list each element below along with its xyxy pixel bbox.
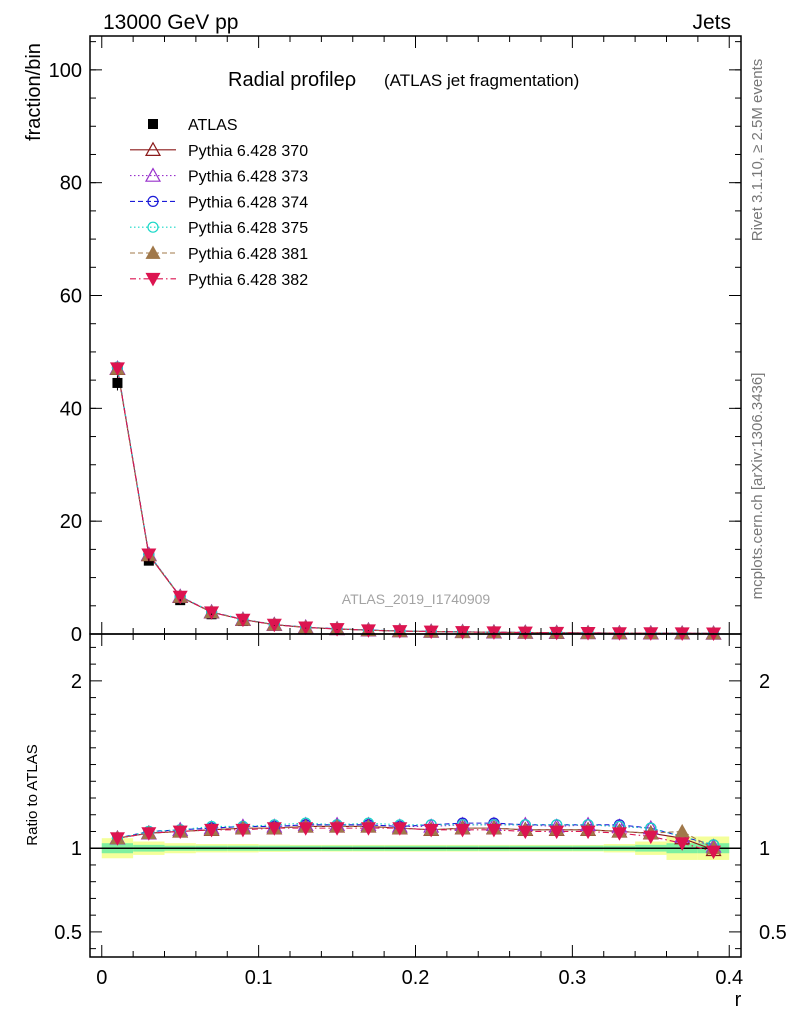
data-point-p382 [172, 825, 188, 840]
y-tick-label: 20 [60, 511, 82, 533]
ratio-y-axis-label: Ratio to ATLAS [24, 744, 41, 845]
data-point-p382 [266, 822, 282, 836]
data-point-p382 [423, 823, 439, 838]
legend-label-p374: Pythia 6.428 374 [188, 194, 308, 211]
data-point-p382 [235, 613, 251, 628]
data-point-p382 [706, 845, 722, 860]
data-point-p382 [172, 590, 188, 605]
legend-label-p375: Pythia 6.428 375 [188, 220, 308, 237]
y-tick-label: 0.5 [54, 922, 82, 944]
data-point-p382 [329, 822, 345, 836]
data-point-p382 [517, 825, 533, 840]
chart-title: Radial profileρ [228, 69, 356, 91]
ratio-plot-frame [89, 633, 742, 958]
y-tick-label-right: 2 [759, 671, 770, 693]
analysis-watermark: ATLAS_2019_I1740909 [342, 591, 491, 607]
x-tick-label: 0.2 [402, 967, 430, 989]
legend-marker-atlas [148, 119, 158, 129]
main-y-axis-label: fraction/bin [23, 43, 45, 141]
data-point-p382 [360, 822, 376, 836]
data-point-p382 [455, 626, 471, 640]
chart-subtitle: (ATLAS jet fragmentation) [384, 71, 579, 90]
data-point-p382 [580, 825, 596, 840]
data-point-p382 [298, 822, 314, 836]
data-point-p382 [611, 827, 627, 841]
data-point-p382 [517, 626, 533, 641]
rivet-version-label: Rivet 3.1.10, ≥ 2.5M events [749, 59, 766, 242]
legend-marker-p375 [147, 221, 159, 233]
legend-marker-p381 [145, 245, 161, 259]
data-point-p382 [643, 830, 659, 845]
data-point-p382 [204, 823, 220, 838]
legend-label-p381: Pythia 6.428 381 [188, 246, 308, 263]
data-point-p382 [549, 825, 565, 840]
y-tick-label: 2 [71, 671, 82, 693]
x-tick-label: 0 [96, 967, 107, 989]
y-tick-label: 1 [71, 838, 82, 860]
y-tick-label: 100 [49, 60, 82, 82]
data-point-p382 [109, 832, 125, 846]
process-label: Jets [692, 11, 731, 34]
legend-label-p373: Pythia 6.428 373 [188, 169, 308, 186]
legend-label-p382: Pythia 6.428 382 [188, 272, 308, 289]
legend-marker-p374 [147, 195, 159, 207]
data-point-p382 [674, 837, 690, 851]
y-tick-label-right: 0.5 [759, 922, 786, 944]
ratio-panel: 0 0.1 0.2 0.3 0.4 0.5 0.5 1 1 2 2 [54, 633, 786, 989]
x-axis-label: r [735, 989, 742, 1011]
x-tick-label: 0.3 [558, 967, 586, 989]
data-point-p381 [674, 823, 690, 838]
mcplots-reference-label: mcplots.cern.ch [arXiv:1306.3436] [749, 373, 766, 600]
y-tick-label: 80 [60, 173, 82, 195]
legend-marker-p370 [144, 141, 162, 156]
y-tick-label: 0 [71, 624, 82, 646]
y-tick-label: 60 [60, 286, 82, 308]
legend-marker-p373 [144, 167, 162, 182]
legend-label-atlas: ATLAS [188, 117, 238, 134]
data-point-p382 [141, 827, 157, 841]
legend-marker-p382 [145, 272, 161, 287]
y-tick-label-right: 1 [759, 838, 770, 860]
data-point-p382 [235, 823, 251, 838]
data-point-p382 [109, 362, 125, 376]
legend-label-p370: Pythia 6.428 370 [188, 143, 308, 160]
y-tick-label: 40 [60, 398, 82, 420]
data-point-p382 [455, 823, 471, 838]
legend: ATLAS Pythia 6.428 370 Pythia 6.428 373 Pyt… [130, 117, 308, 289]
energy-label: 13000 GeV pp [103, 11, 238, 34]
data-point-p382 [392, 625, 408, 639]
x-tick-label: 0.1 [245, 967, 273, 989]
data-point-p382 [204, 606, 220, 620]
data-point-p382 [423, 625, 439, 640]
data-point-p382 [141, 548, 157, 563]
data-point-p382 [486, 626, 502, 640]
x-tick-label: 0.4 [715, 967, 743, 989]
data-point-p382 [392, 822, 408, 836]
data-point-p382 [486, 823, 502, 838]
data-point-p382 [360, 624, 376, 638]
